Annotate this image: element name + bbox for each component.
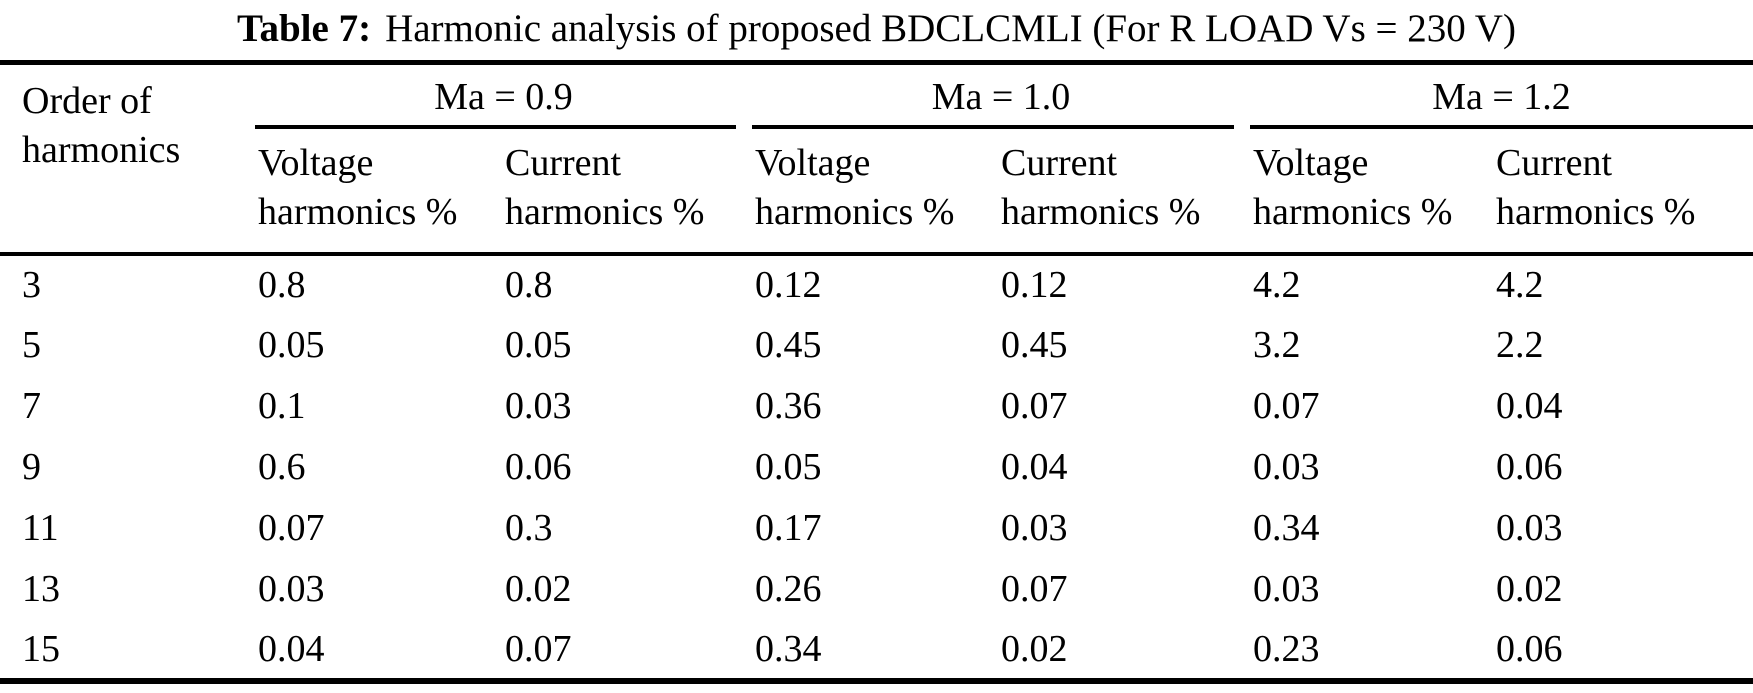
- table-row: 15 0.04 0.07 0.34 0.02 0.23 0.06: [0, 620, 1753, 681]
- value-cell: 0.6: [258, 446, 306, 488]
- value-cell: 0.03: [1253, 568, 1320, 610]
- value-cell: 0.1: [258, 385, 306, 427]
- value-cell: 0.03: [258, 568, 325, 610]
- value-cell: 4.2: [1253, 264, 1301, 306]
- value-cell: 0.03: [1001, 507, 1068, 549]
- table-row: 3 0.8 0.8 0.12 0.12 4.2 4.2: [0, 254, 1753, 315]
- value-cell: 0.07: [1253, 385, 1320, 427]
- col-header-ma12-voltage: Voltage harmonics %: [1250, 128, 1493, 256]
- value-cell: 0.17: [755, 507, 822, 549]
- order-cell: 3: [22, 264, 41, 306]
- value-cell: 0.04: [1001, 446, 1068, 488]
- value-cell: 0.03: [1253, 446, 1320, 488]
- value-cell: 0.8: [505, 264, 553, 306]
- table-row: 13 0.03 0.02 0.26 0.07 0.03 0.02: [0, 559, 1753, 620]
- value-cell: 3.2: [1253, 324, 1301, 366]
- value-cell: 2.2: [1496, 324, 1544, 366]
- order-cell: 15: [22, 627, 60, 670]
- table-row: 7 0.1 0.03 0.36 0.07 0.07 0.04: [0, 376, 1753, 437]
- value-cell: 0.26: [755, 568, 822, 610]
- value-cell: 0.07: [258, 507, 325, 549]
- order-cell: 7: [22, 385, 41, 427]
- harmonics-table: Order of harmonics Ma = 0.9 Ma = 1.0 Ma …: [0, 60, 1753, 684]
- value-cell: 0.07: [505, 627, 572, 670]
- value-cell: 0.23: [1253, 627, 1320, 670]
- col-header-ma09-current: Current harmonics %: [502, 128, 752, 256]
- value-cell: 0.02: [1496, 568, 1563, 610]
- value-cell: 0.07: [1001, 568, 1068, 610]
- value-cell: 0.05: [755, 446, 822, 488]
- value-cell: 0.04: [258, 627, 325, 670]
- value-cell: 0.12: [1001, 264, 1068, 306]
- group-header-ma-1-2: Ma = 1.2: [1250, 63, 1753, 129]
- value-cell: 0.03: [1496, 507, 1563, 549]
- value-cell: 0.02: [505, 568, 572, 610]
- table-row: 11 0.07 0.3 0.17 0.03 0.34 0.03: [0, 498, 1753, 559]
- group-header-ma-0-9: Ma = 0.9: [255, 63, 752, 129]
- value-cell: 0.45: [755, 324, 822, 366]
- value-cell: 0.34: [1253, 507, 1320, 549]
- value-cell: 0.06: [1496, 627, 1563, 670]
- value-cell: 0.04: [1496, 385, 1563, 427]
- col-header-ma09-voltage: Voltage harmonics %: [255, 128, 502, 256]
- table-caption-label: Table 7:: [237, 7, 372, 50]
- col-header-ma12-current: Current harmonics %: [1493, 128, 1753, 256]
- table-caption: Table 7: Harmonic analysis of proposed BD…: [0, 0, 1753, 60]
- corner-header-order-of-harmonics: Order of harmonics: [0, 62, 255, 256]
- value-cell: 0.05: [505, 324, 572, 366]
- value-cell: 0.3: [505, 507, 553, 549]
- value-cell: 0.36: [755, 385, 822, 427]
- table-row: 5 0.05 0.05 0.45 0.45 3.2 2.2: [0, 315, 1753, 376]
- value-cell: 0.45: [1001, 324, 1068, 366]
- order-cell: 5: [22, 324, 41, 366]
- value-cell: 0.07: [1001, 385, 1068, 427]
- value-cell: 0.06: [1496, 446, 1563, 488]
- order-cell: 11: [22, 507, 59, 549]
- col-header-ma10-current: Current harmonics %: [998, 128, 1250, 256]
- col-header-ma10-voltage: Voltage harmonics %: [752, 128, 998, 256]
- value-cell: 0.06: [505, 446, 572, 488]
- value-cell: 0.12: [755, 264, 822, 306]
- value-cell: 0.02: [1001, 627, 1068, 670]
- table-caption-text: Harmonic analysis of proposed BDCLCMLI (…: [385, 7, 1516, 50]
- group-header-ma-1-0: Ma = 1.0: [752, 63, 1250, 129]
- header-group-row: Order of harmonics Ma = 0.9 Ma = 1.0 Ma …: [0, 62, 1753, 256]
- order-cell: 9: [22, 446, 41, 488]
- value-cell: 0.34: [755, 627, 822, 670]
- value-cell: 0.03: [505, 385, 572, 427]
- order-cell: 13: [22, 568, 60, 610]
- value-cell: 0.8: [258, 264, 306, 306]
- header-sub-row: Voltage harmonics % Current harmonics % …: [0, 128, 1753, 256]
- value-cell: 0.05: [258, 324, 325, 366]
- value-cell: 4.2: [1496, 264, 1544, 306]
- table-row: 9 0.6 0.06 0.05 0.04 0.03 0.06: [0, 437, 1753, 498]
